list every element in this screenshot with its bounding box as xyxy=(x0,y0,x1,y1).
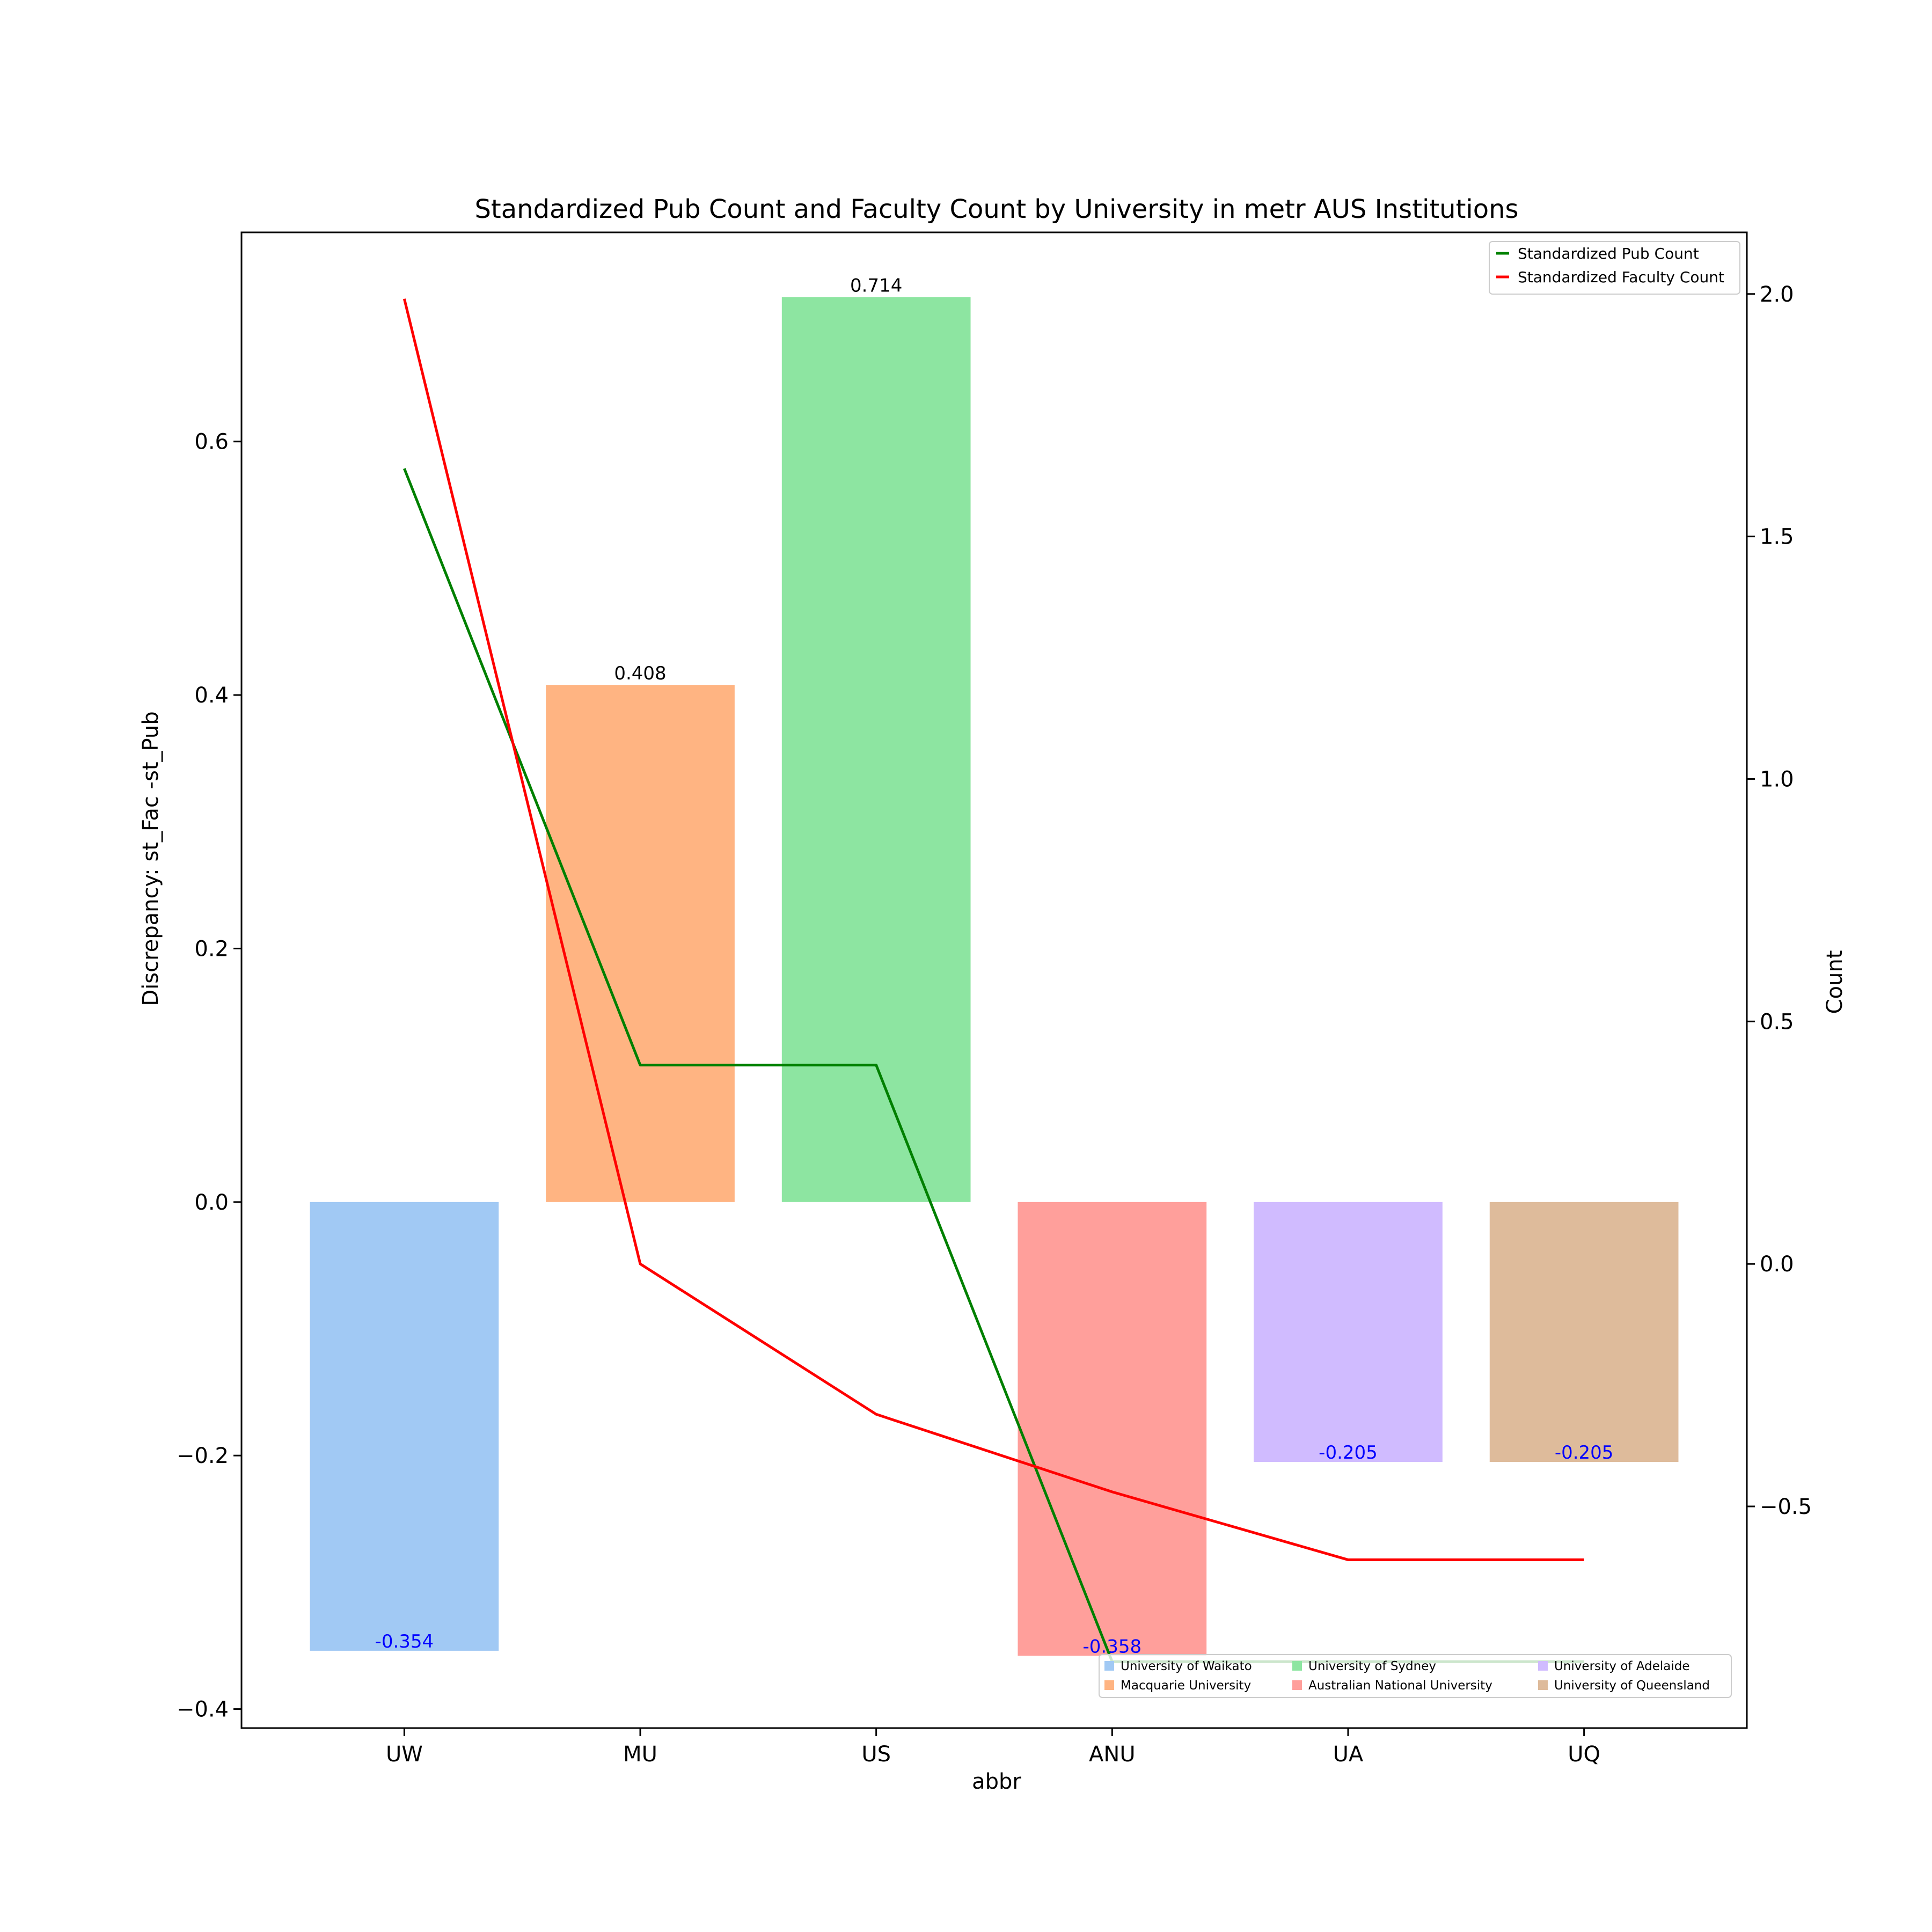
legend-bar-swatch xyxy=(1104,1680,1114,1690)
bar-anu xyxy=(1018,1202,1207,1656)
x-tick-label: UW xyxy=(386,1742,423,1767)
x-tick-label: US xyxy=(861,1742,891,1767)
legend-bar-swatch xyxy=(1292,1661,1302,1671)
bar-value-label: -0.358 xyxy=(1083,1636,1142,1657)
x-tick-label: ANU xyxy=(1089,1742,1136,1767)
y-tick-label: −0.4 xyxy=(177,1697,229,1722)
bar-labels-layer: -0.354 0.408 0.714 -0.358 -0.205 -0.205 xyxy=(375,275,1614,1657)
plot-frame xyxy=(240,231,1748,1729)
legend-bar-swatch xyxy=(1104,1661,1114,1671)
bar-mu xyxy=(546,685,735,1202)
bar-us xyxy=(781,297,971,1202)
y-right-tick-label: 0.0 xyxy=(1760,1252,1794,1277)
legend-bars-frame xyxy=(1099,1654,1732,1698)
y-tick-label: 0.6 xyxy=(194,430,229,455)
legend-bar-label: University of Queensland xyxy=(1554,1679,1710,1693)
legend-lines: Standardized Pub Count Standardized Facul… xyxy=(1489,241,1740,295)
legend-bar-label: Australian National University xyxy=(1308,1679,1492,1693)
y-tick-label: 0.4 xyxy=(194,683,229,708)
legend-line-label: Standardized Faculty Count xyxy=(1518,268,1724,286)
y-tick-label: 0.0 xyxy=(194,1190,229,1215)
axes-layer: −0.4 −0.2 0.0 0.2 0.4 0.6 −0.5 0.0 0.5 1.0 1.5 2.0 U… xyxy=(177,231,1812,1767)
x-tick-label: UA xyxy=(1333,1742,1364,1767)
y-right-tick-label: 0.5 xyxy=(1760,1009,1794,1034)
legend-bar-label: University of Sydney xyxy=(1308,1659,1436,1673)
y-right-tick-label: 1.0 xyxy=(1760,767,1794,792)
chart-title: Standardized Pub Count and Faculty Count… xyxy=(474,194,1518,224)
legend-bar-swatch xyxy=(1292,1680,1302,1690)
y-right-tick-label: 2.0 xyxy=(1760,282,1794,307)
legend-bar-label: Macquarie University xyxy=(1121,1679,1251,1693)
y-axis-label: Discrepancy: st_Fac -st_Pub xyxy=(138,711,163,1006)
legend-bar-label: University of Waikato xyxy=(1121,1659,1252,1673)
legend-line-label: Standardized Pub Count xyxy=(1518,245,1699,262)
y-right-tick-label: −0.5 xyxy=(1760,1495,1812,1519)
bars-layer xyxy=(310,297,1679,1656)
bar-value-label: 0.408 xyxy=(614,663,666,684)
x-axis-label: abbr xyxy=(972,1769,1021,1794)
bar-value-label: -0.205 xyxy=(1555,1442,1614,1463)
legend-bars: University of Waikato Macquarie Universit… xyxy=(1099,1654,1732,1698)
bar-ua xyxy=(1254,1202,1443,1462)
y-tick-label: 0.2 xyxy=(194,936,229,961)
bar-value-label: 0.714 xyxy=(850,275,902,296)
legend-bar-swatch xyxy=(1538,1661,1548,1671)
bar-value-label: -0.354 xyxy=(375,1631,434,1652)
legend-bar-label: University of Adelaide xyxy=(1554,1659,1690,1673)
legend-lines-frame xyxy=(1489,241,1740,295)
legend-bar-swatch xyxy=(1538,1680,1548,1690)
x-tick-label: MU xyxy=(623,1742,657,1767)
series-line-1 xyxy=(402,298,1584,1561)
bar-uw xyxy=(310,1202,499,1651)
y-right-tick-label: 1.5 xyxy=(1760,525,1794,550)
y-axis-right-label: Count xyxy=(1823,950,1847,1014)
x-tick-label: UQ xyxy=(1568,1742,1600,1767)
bar-uq xyxy=(1489,1202,1679,1462)
y-tick-label: −0.2 xyxy=(177,1444,229,1468)
bar-value-label: -0.205 xyxy=(1319,1442,1378,1463)
